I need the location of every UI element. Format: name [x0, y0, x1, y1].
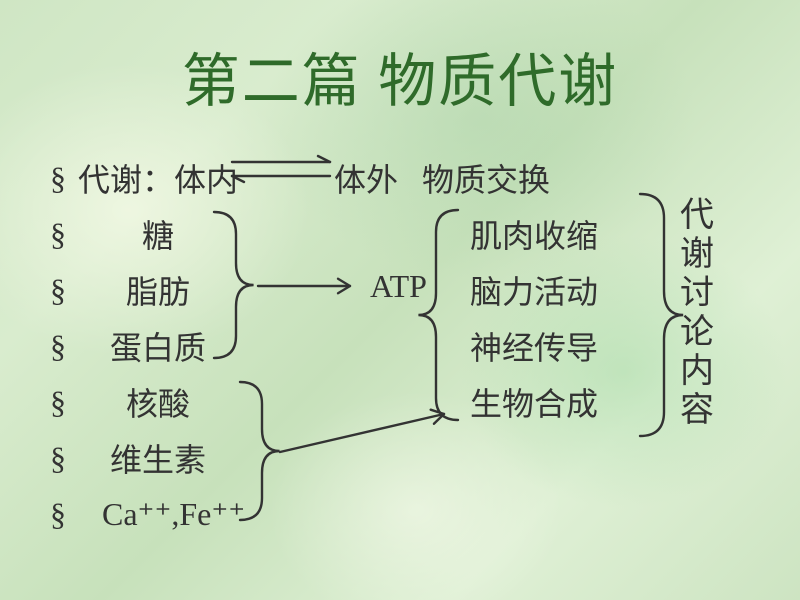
- right-item: 神经传导: [470, 320, 598, 376]
- bullet-text: 核酸: [78, 379, 190, 425]
- bullet-text: 脂肪: [78, 267, 190, 313]
- side-label-char: 内: [680, 352, 714, 391]
- bullet-marker: §: [50, 440, 78, 477]
- bullet-text: Ca⁺⁺,Fe⁺⁺: [78, 495, 245, 533]
- side-label-char: 谢: [680, 235, 714, 274]
- bullet-marker: §: [50, 328, 78, 365]
- bullet-text: 维生素: [78, 435, 206, 481]
- side-label-char: 讨: [680, 274, 714, 313]
- bullet-marker: §: [50, 384, 78, 421]
- bullet-row: § 维生素: [50, 430, 550, 486]
- bullet-row: § Ca⁺⁺,Fe⁺⁺: [50, 486, 550, 542]
- side-label-char: 容: [680, 391, 714, 430]
- right-item: 生物合成: [470, 376, 598, 432]
- bullet-text: 蛋白质: [78, 323, 206, 369]
- bullet-text: 代谢：体内 体外 物质交换: [78, 155, 550, 201]
- right-item: 脑力活动: [470, 264, 598, 320]
- side-label-char: 代: [680, 196, 714, 235]
- right-item: 肌肉收缩: [470, 208, 598, 264]
- bullet-row: §代谢：体内 体外 物质交换: [50, 150, 550, 206]
- atp-label: ATP: [370, 268, 427, 305]
- bullet-marker: §: [50, 272, 78, 309]
- right-output-list: 肌肉收缩脑力活动神经传导生物合成: [470, 208, 598, 432]
- bullet-marker: §: [50, 216, 78, 253]
- bullet-text: 糖: [78, 211, 174, 257]
- side-label-char: 论: [680, 313, 714, 352]
- side-vertical-label: 代谢讨论内容: [680, 196, 714, 431]
- page-title: 第二篇 物质代谢: [0, 0, 800, 118]
- bullet-marker: §: [50, 496, 78, 533]
- bullet-marker: §: [50, 160, 78, 197]
